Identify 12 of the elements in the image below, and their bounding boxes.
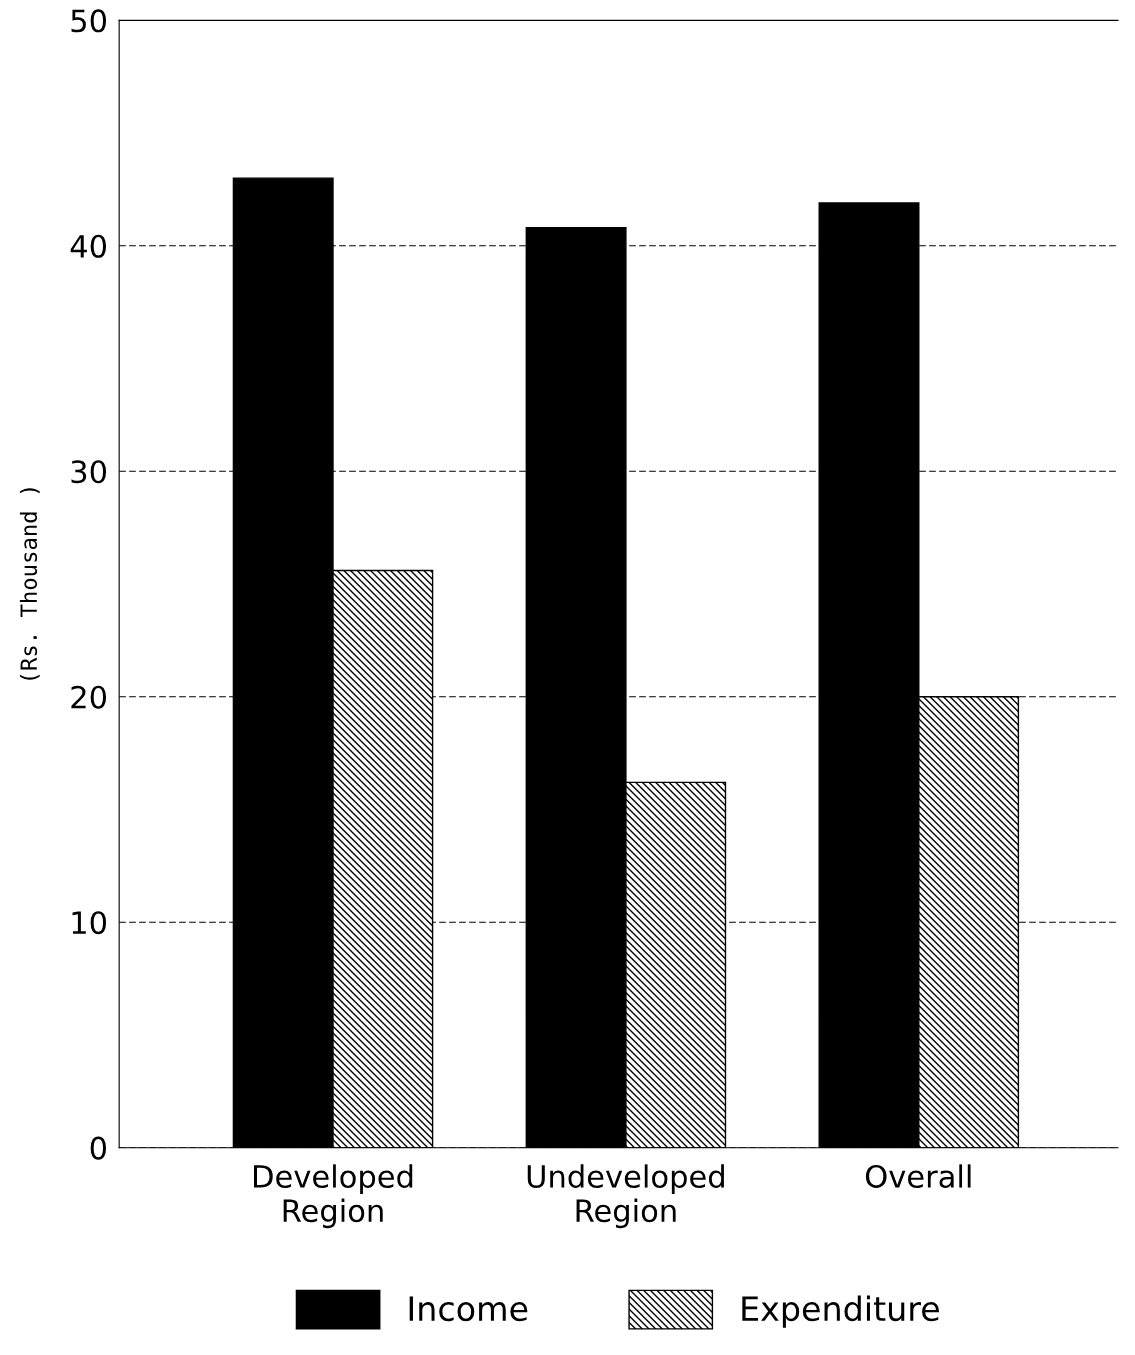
y-tick-label: 30 — [71, 460, 107, 484]
x-tick-label: Undeveloped Region — [527, 1164, 724, 1229]
legend-label: Income — [409, 1296, 528, 1322]
y-tick-label: 50 — [71, 9, 107, 33]
y-tick-label: 10 — [72, 911, 107, 935]
y-axis-title: (Rs. Thousand ) — [19, 488, 40, 680]
y-tick-label: 20 — [71, 685, 107, 709]
y-tick-label: 0 — [90, 1136, 107, 1160]
x-tick-label: Developed Region — [253, 1164, 413, 1229]
x-tick-label: Overall — [865, 1164, 971, 1188]
y-tick-label: 40 — [70, 234, 107, 258]
legend-label: Expenditure — [742, 1295, 939, 1328]
